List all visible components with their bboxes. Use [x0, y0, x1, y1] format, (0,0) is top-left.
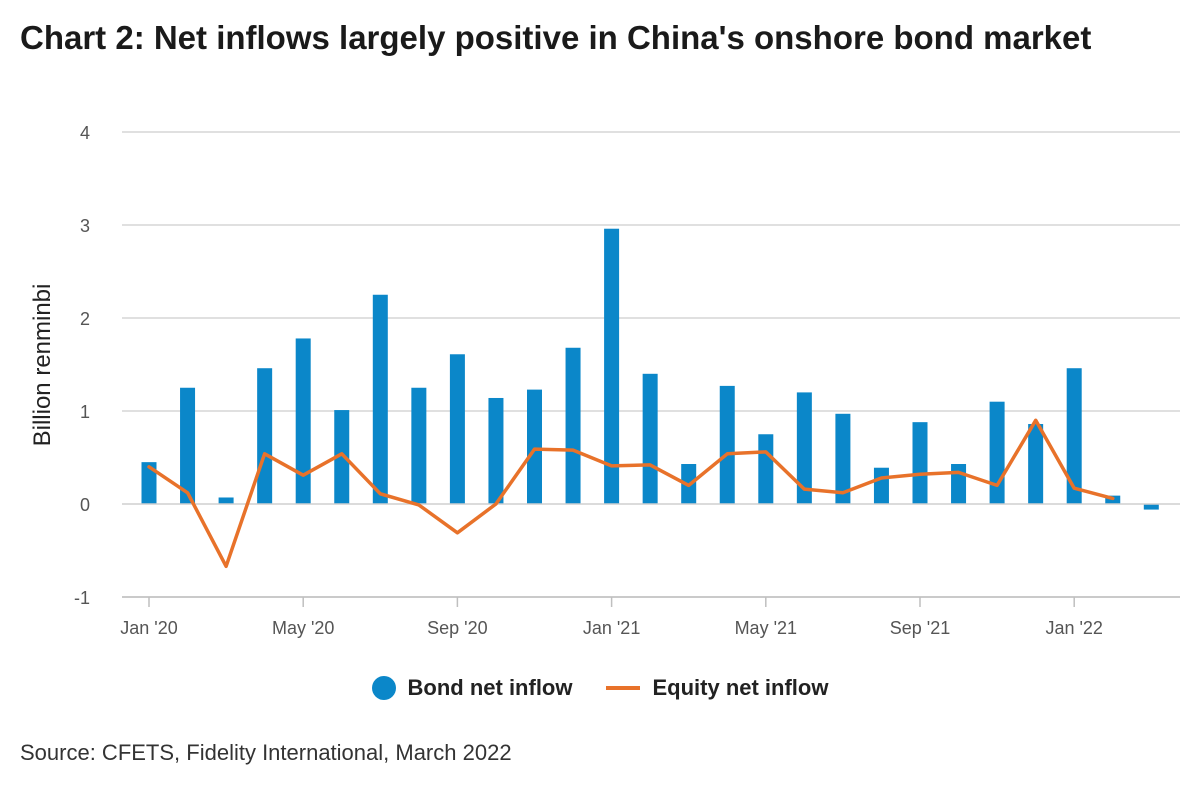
bond-bar	[719, 385, 735, 504]
x-tick-label: May '20	[272, 618, 334, 638]
x-tick-label: Jan '22	[1045, 618, 1102, 638]
bond-bar	[873, 467, 889, 504]
source-note: Source: CFETS, Fidelity International, M…	[20, 740, 512, 765]
y-tick-label: 4	[80, 123, 90, 143]
bond-bar	[835, 413, 851, 504]
bond-bar	[257, 368, 273, 504]
bond-bar	[1066, 368, 1082, 504]
bond-bar	[372, 294, 388, 504]
bond-bar	[604, 228, 620, 504]
x-tick-label: Jan '20	[120, 618, 177, 638]
bond-bar	[642, 373, 658, 504]
bond-bar	[488, 397, 504, 504]
x-axis: Jan '20 May '20 Sep '20 Jan '21 May '21 Sep '…	[120, 596, 1180, 638]
bond-bar	[334, 410, 350, 504]
bond-bar	[912, 422, 928, 504]
bond-bar	[449, 354, 465, 504]
x-tick-label: May '21	[735, 618, 797, 638]
bond-bar	[218, 497, 234, 504]
y-tick-label: 0	[80, 495, 90, 515]
bond-bar	[180, 387, 196, 504]
equity-line-path	[147, 418, 1115, 569]
y-axis-ticks: 4 3 2 1 0 -1	[74, 123, 90, 608]
bond-bar	[565, 347, 581, 504]
x-tick-label: Sep '21	[890, 618, 951, 638]
bond-bar	[527, 389, 542, 504]
bond-bar	[796, 392, 812, 504]
legend-item-equity: Equity net inflow	[606, 675, 828, 701]
legend-swatch-equity	[606, 686, 641, 690]
x-tick-label: Jan '21	[583, 618, 640, 638]
legend: Bond net inflow Equity net inflow	[0, 672, 1200, 704]
legend-label-bond: Bond net inflow	[407, 675, 573, 700]
legend-label-equity: Equity net inflow	[652, 675, 829, 700]
bond-bar	[758, 434, 774, 504]
y-tick-label: 1	[80, 402, 90, 422]
bond-bar	[295, 338, 311, 504]
x-tick-label: Sep '20	[427, 618, 488, 638]
bond-bar	[411, 387, 427, 504]
equity-line	[147, 418, 1115, 569]
y-tick-label: 3	[80, 216, 90, 236]
chart-title: Chart 2: Net inflows largely positive in…	[20, 19, 1092, 56]
chart-area: 4 3 2 1 0 -1 Jan '20 May '20 Sep '20 Jan '21 May …	[29, 123, 1180, 638]
y-tick-label: -1	[74, 588, 90, 608]
bond-bars	[141, 228, 1159, 510]
bond-bar	[989, 401, 1005, 504]
y-axis-label: Billion renminbi	[29, 284, 56, 447]
bond-bar	[951, 464, 967, 504]
bond-bar	[141, 462, 157, 504]
legend-item-bond: Bond net inflow	[371, 675, 573, 701]
bond-bar	[1143, 504, 1159, 510]
bond-bar	[1028, 424, 1044, 504]
legend-swatch-bond	[371, 676, 396, 700]
y-tick-label: 2	[80, 309, 90, 329]
gridlines	[122, 131, 1180, 598]
